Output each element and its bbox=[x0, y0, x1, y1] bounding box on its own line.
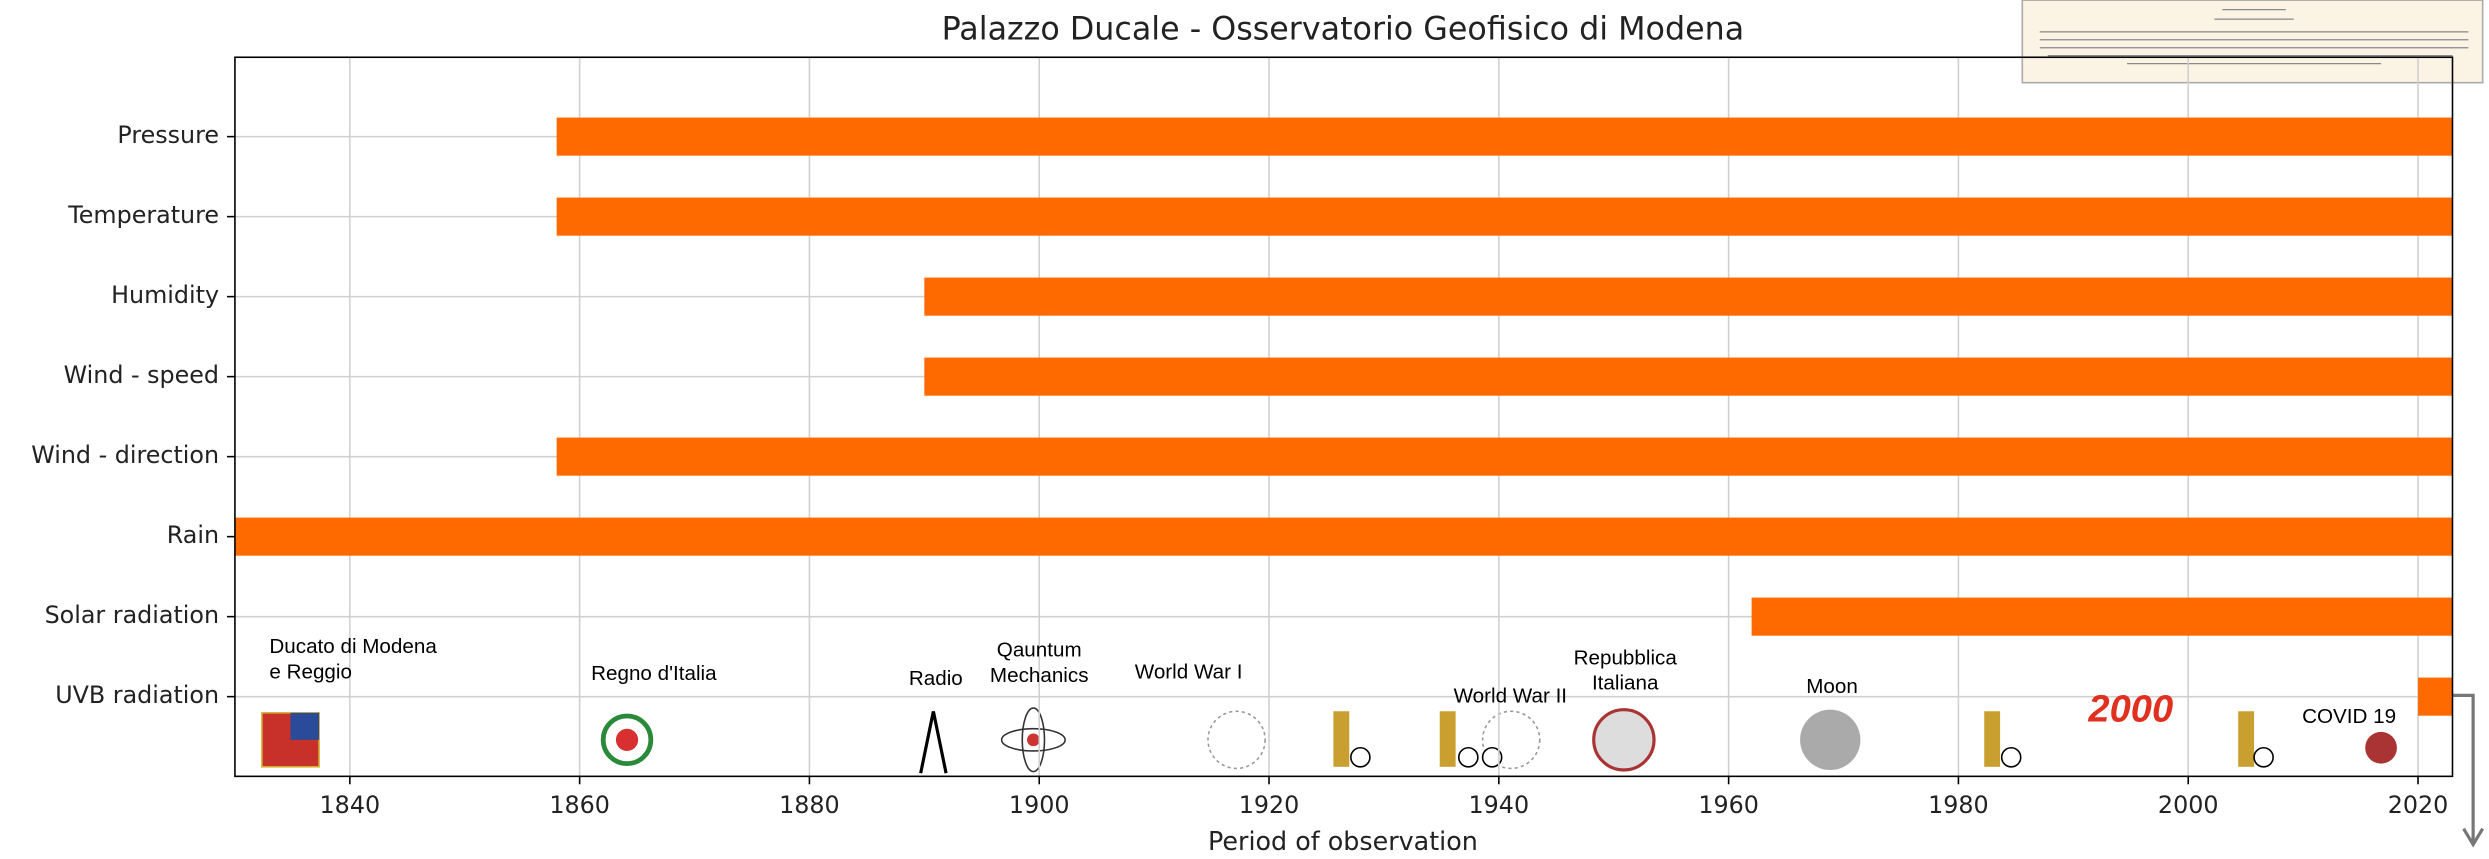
bar bbox=[234, 517, 2453, 556]
x-tick-label: 1960 bbox=[1698, 791, 1759, 819]
chart-title: Palazzo Ducale - Osservatorio Geofisico … bbox=[942, 11, 1745, 47]
annotation: World War II bbox=[1454, 684, 1567, 707]
y-tick-label: Wind - speed bbox=[64, 361, 219, 389]
arrow bbox=[2452, 693, 2475, 842]
y-tick-label: Pressure bbox=[117, 121, 219, 149]
annotation: Regno d'Italia bbox=[591, 662, 717, 685]
thumbnail-lines bbox=[2039, 9, 2469, 65]
annotation: e Reggio bbox=[269, 661, 352, 684]
y-tick-label: Humidity bbox=[111, 281, 219, 309]
annotation: Moon bbox=[1806, 675, 1858, 698]
annotation: Repubblica bbox=[1574, 646, 1678, 669]
bar bbox=[556, 197, 2453, 236]
annotation: Italiana bbox=[1592, 672, 1659, 695]
bar bbox=[2418, 677, 2453, 716]
x-tick-label: 1840 bbox=[320, 791, 381, 819]
annotation: Qauntum bbox=[997, 638, 1082, 661]
y-tick-label: Rain bbox=[167, 521, 219, 549]
annotation: Ducato di Modena bbox=[269, 635, 437, 658]
bar bbox=[924, 357, 2453, 396]
bar bbox=[1751, 597, 2453, 636]
x-tick-label: 2020 bbox=[2388, 791, 2449, 819]
annotation: World War I bbox=[1135, 661, 1243, 684]
y-tick-label: Solar radiation bbox=[45, 601, 219, 629]
document-thumbnail bbox=[2021, 0, 2484, 84]
annotation: Radio bbox=[909, 667, 963, 690]
annotation: COVID 19 bbox=[2302, 705, 2396, 728]
x-tick-label: 1920 bbox=[1239, 791, 1300, 819]
bar bbox=[924, 277, 2453, 316]
x-tick-label: 1980 bbox=[1928, 791, 1989, 819]
plot-frame bbox=[234, 56, 2454, 778]
x-tick-label: 1880 bbox=[779, 791, 840, 819]
y-tick-label: Temperature bbox=[67, 201, 219, 229]
arrow-head bbox=[2462, 827, 2485, 848]
y-tick-label: Wind - direction bbox=[31, 441, 219, 469]
x-tick-label: 1860 bbox=[549, 791, 610, 819]
annotation: Mechanics bbox=[990, 664, 1089, 687]
x-tick-label: 2000 bbox=[2158, 791, 2219, 819]
x-axis-label: Period of observation bbox=[1208, 826, 1478, 856]
bar bbox=[556, 117, 2453, 156]
icons bbox=[261, 707, 2397, 774]
x-tick-label: 1940 bbox=[1469, 791, 1530, 819]
bar bbox=[556, 437, 2453, 476]
x-tick-label: 1900 bbox=[1009, 791, 1070, 819]
y-tick-label: UVB radiation bbox=[55, 681, 219, 709]
annotation: 2000 bbox=[2087, 688, 2173, 730]
